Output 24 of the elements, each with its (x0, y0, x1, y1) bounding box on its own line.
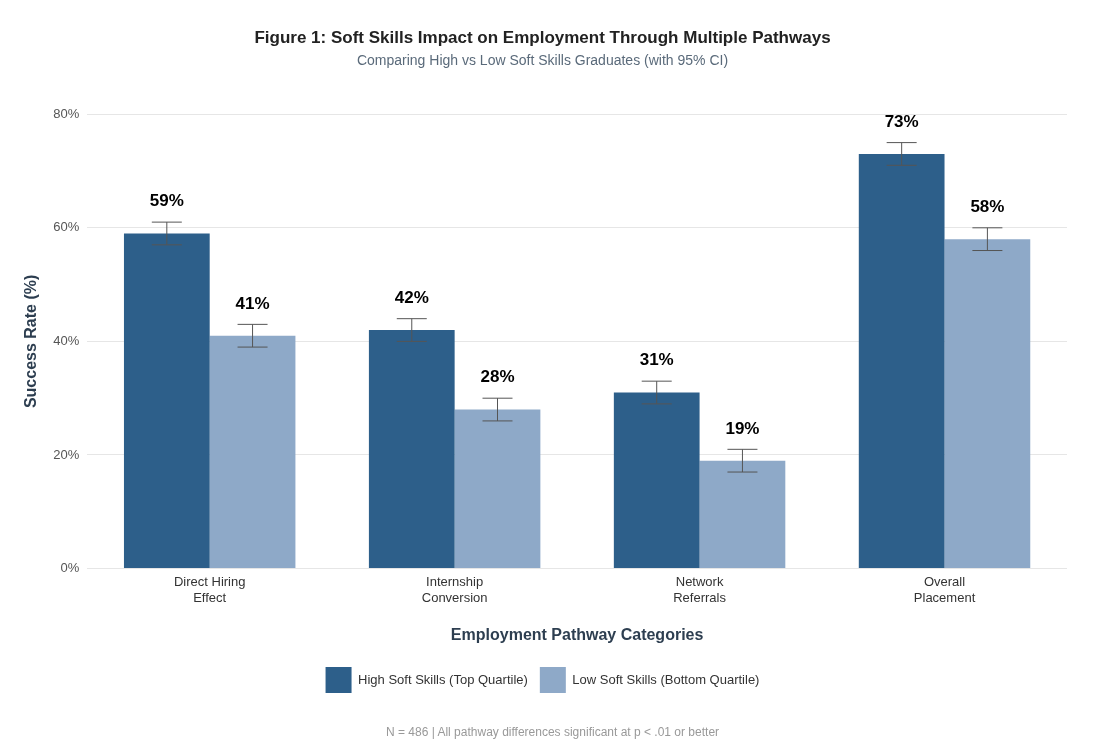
y-tick-label: 80% (53, 105, 80, 121)
y-tick-label: 40% (53, 332, 80, 348)
y-axis-title: Success Rate (%) (22, 274, 40, 409)
text: N = 486 | All pathway differences significant at p < .01 or better (385, 725, 720, 740)
data-label: 41% (235, 293, 270, 313)
data-label: 59% (149, 191, 184, 211)
data-label: 73% (884, 111, 919, 131)
data-label: 28% (480, 367, 515, 387)
data-label: 58% (970, 196, 1005, 216)
legend-label: High Soft Skills (Top Quartile) (358, 671, 528, 687)
x-axis-title: Employment Pathway Categories (450, 625, 704, 643)
chart-title: Figure 1: Soft Skills Impact on Employment Through Multiple Pathways (254, 27, 831, 47)
data-label: 42% (394, 287, 429, 307)
x-tick-label: Direct Hiring Effect (173, 573, 246, 605)
x-tick-label: Internship Conversion (421, 573, 488, 605)
x-tick-label: Network Referrals (673, 573, 727, 605)
chart-subtitle: Comparing High vs Low Soft Skills Graduates (with 95% CI) (356, 51, 729, 68)
y-tick-label: 20% (53, 446, 80, 462)
legend-label: Low Soft Skills (Bottom Quartile) (572, 671, 760, 687)
y-tick-label: 0% (60, 560, 80, 576)
data-label: 31% (639, 350, 674, 370)
data-label: 19% (725, 418, 760, 438)
y-tick-label: 60% (53, 219, 80, 235)
x-tick-label: Overall Placement (913, 573, 976, 605)
